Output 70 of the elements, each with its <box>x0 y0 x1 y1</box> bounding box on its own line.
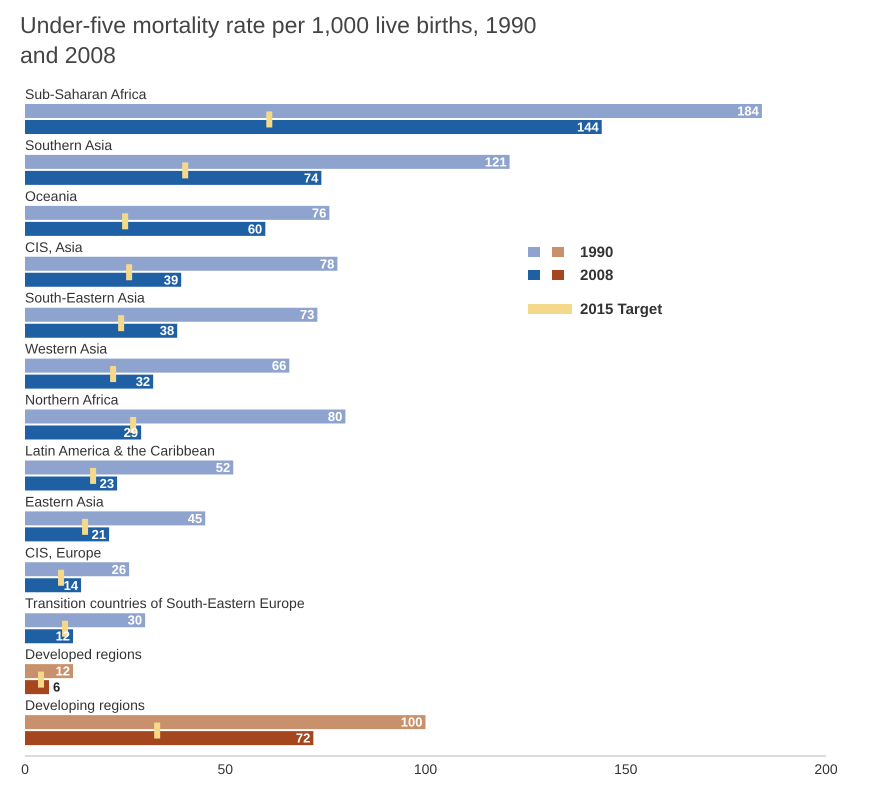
y-tick-label: Developing regions <box>25 697 145 714</box>
x-tick-label: 150 <box>614 760 638 777</box>
legend-label: 1990 <box>580 244 614 260</box>
data-label: 184 <box>737 104 760 118</box>
y-tick-label: South-Eastern Asia <box>25 290 146 306</box>
bar <box>25 613 146 628</box>
data-label: 14 <box>64 578 79 593</box>
bar <box>25 374 154 389</box>
data-label: 144 <box>577 120 600 134</box>
data-label: 76 <box>312 205 326 220</box>
bar <box>25 527 110 542</box>
bar <box>25 562 130 576</box>
bar <box>25 476 118 490</box>
bar <box>25 154 510 169</box>
data-label: 26 <box>112 562 126 577</box>
y-tick-label: Northern Africa <box>25 392 119 408</box>
data-label: 78 <box>320 256 334 272</box>
y-tick-label: CIS, Europe <box>25 544 102 560</box>
bar <box>25 324 178 338</box>
y-tick-label: Southern Asia <box>25 136 112 153</box>
data-label: 45 <box>188 510 202 526</box>
bar <box>25 410 346 424</box>
y-tick-label: Eastern Asia <box>25 493 104 510</box>
y-tick-label: Transition countries of South-Eastern Europe <box>25 595 305 612</box>
y-tick-label: Developed regions <box>25 646 142 662</box>
data-label: 39 <box>164 272 178 288</box>
bar <box>25 715 426 730</box>
bar <box>25 460 234 474</box>
bar <box>25 120 602 134</box>
bar <box>25 256 338 271</box>
bar <box>25 731 314 746</box>
data-label: 72 <box>296 730 310 746</box>
data-label: 66 <box>272 358 286 374</box>
bar <box>25 222 266 236</box>
data-label: 80 <box>328 409 342 424</box>
data-label: 32 <box>136 374 150 390</box>
data-label: 12 <box>56 628 70 644</box>
data-label: 29 <box>124 425 138 440</box>
x-tick-label: 200 <box>814 760 838 777</box>
bar <box>25 206 330 220</box>
data-label: 52 <box>216 460 230 475</box>
y-tick-label: Latin America & the Caribbean <box>25 442 215 458</box>
data-label: 74 <box>304 170 320 186</box>
data-label: 121 <box>484 154 507 170</box>
y-tick-label: Oceania <box>25 188 78 204</box>
bar <box>25 104 762 118</box>
data-label: 23 <box>100 476 114 491</box>
bar <box>25 358 290 373</box>
legend-label: 2015 Target <box>580 300 662 318</box>
chart-title: Under-five mortality rate per 1,000 live births, 1990 and 2008 <box>19 11 538 70</box>
bar <box>25 272 182 287</box>
bar <box>25 308 318 322</box>
data-label: 12 <box>56 664 70 679</box>
data-label: 73 <box>300 307 314 322</box>
data-label: 30 <box>128 612 142 628</box>
y-tick-label: CIS, Asia <box>25 238 83 255</box>
data-label: 6 <box>53 680 60 695</box>
x-tick-label: 100 <box>414 760 438 777</box>
y-tick-label: Western Asia <box>25 340 108 357</box>
bar <box>25 511 206 526</box>
data-label: 100 <box>400 714 422 730</box>
legend-label: 2008 <box>580 266 614 284</box>
y-tick-label: Sub-Saharan Africa <box>25 86 147 102</box>
data-label: 21 <box>92 526 106 542</box>
bar <box>25 170 322 185</box>
bar <box>25 426 142 440</box>
data-label: 60 <box>248 221 262 236</box>
x-tick-label: 0 <box>21 760 30 777</box>
data-label: 38 <box>160 323 174 338</box>
x-tick-label: 50 <box>217 760 234 777</box>
